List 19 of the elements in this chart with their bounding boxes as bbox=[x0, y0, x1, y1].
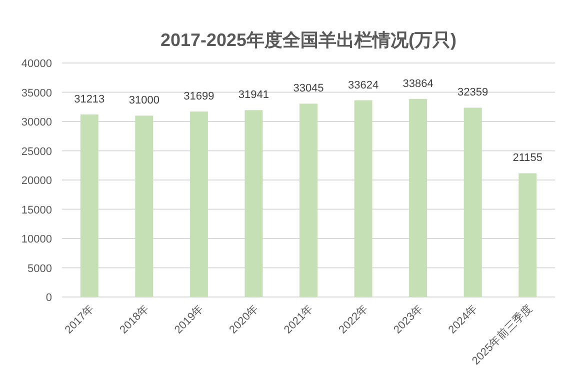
data-label: 31213 bbox=[74, 93, 105, 106]
y-tick-label: 40000 bbox=[21, 58, 52, 70]
data-label: 31000 bbox=[128, 94, 160, 107]
y-tick-label: 30000 bbox=[21, 116, 52, 128]
y-tick-label: 25000 bbox=[21, 146, 52, 158]
y-tick-label: 15000 bbox=[21, 204, 52, 216]
y-tick-label: 0 bbox=[46, 292, 52, 304]
data-label: 33045 bbox=[293, 82, 324, 95]
data-label: 33864 bbox=[402, 78, 434, 90]
data-label: 21155 bbox=[512, 152, 542, 164]
y-tick-label: 10000 bbox=[21, 234, 52, 246]
data-label: 32359 bbox=[458, 86, 488, 99]
y-tick-label: 20000 bbox=[21, 175, 52, 187]
y-tick-label: 5000 bbox=[28, 262, 52, 275]
data-label: 31941 bbox=[238, 89, 270, 102]
title: 2017-2025年度全国羊出栏情况(万只) bbox=[160, 30, 457, 50]
data-label: 31699 bbox=[184, 90, 214, 103]
y-tick-label: 35000 bbox=[21, 87, 52, 100]
data-label: 33624 bbox=[348, 79, 379, 92]
